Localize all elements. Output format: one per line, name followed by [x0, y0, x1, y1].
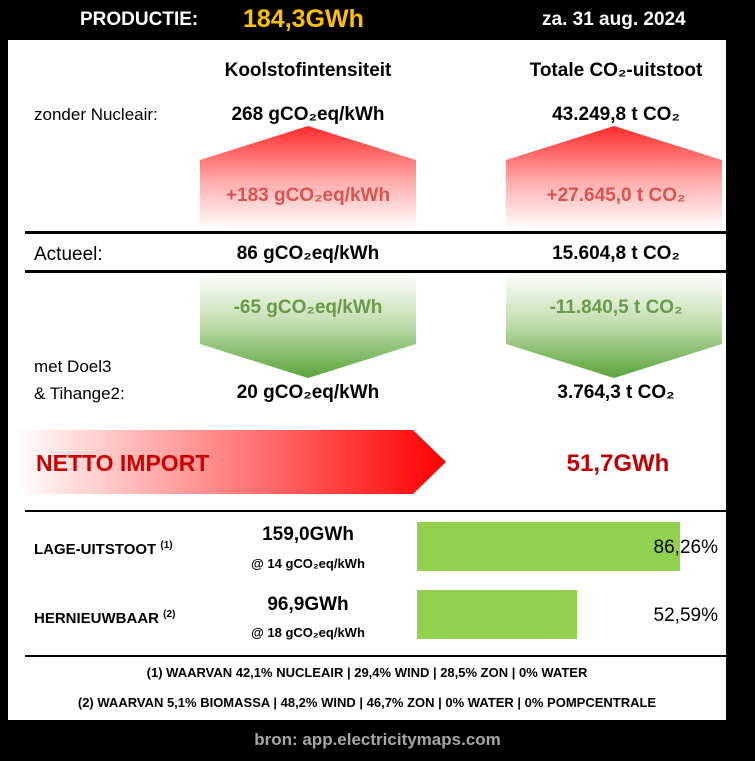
netto-import-label: NETTO IMPORT [36, 450, 210, 476]
green-down-arrow-emission [506, 272, 722, 378]
production-label: PRODUCTIE: [80, 9, 199, 30]
decrease-emission: -11.840,5 t CO₂ [549, 297, 683, 318]
increase-emission: +27.645,0 t CO₂ [546, 185, 686, 206]
divider-categories [25, 510, 726, 512]
divider-middle [25, 270, 726, 273]
netto-import-value: 51,7GWh [566, 450, 670, 477]
renewable-bar [417, 590, 577, 639]
low-emission-gwh: 159,0GWh [262, 524, 354, 545]
renewable-percent: 52,59% [653, 605, 718, 626]
decrease-intensity: -65 gCO₂eq/kWh [233, 297, 383, 318]
source-label: bron: app.electricitymaps.com [254, 730, 501, 749]
actual-emission: 15.604,8 t CO₂ [552, 243, 680, 264]
green-down-arrow-intensity [200, 272, 416, 378]
divider-top [25, 231, 726, 234]
actual-intensity: 86 gCO₂eq/kWh [236, 243, 380, 264]
renewable-intensity: @ 18 gCO₂eq/kWh [251, 625, 365, 640]
with-doel-intensity: 20 gCO₂eq/kWh [236, 382, 380, 403]
with-doel-label-line2: & Tihange2: [34, 384, 125, 403]
red-up-arrow-emission [506, 126, 722, 230]
with-doel-label-line1: met Doel3 [34, 357, 112, 376]
renewable-note-ref: (2) [163, 609, 176, 620]
without-nuclear-emission: 43.249,8 t CO₂ [552, 104, 680, 125]
renewable-label: HERNIEUWBAAR (2) [34, 609, 176, 627]
emission-column-title: Totale CO₂-uitstoot [529, 60, 703, 81]
without-nuclear-label: zonder Nucleair: [34, 105, 158, 124]
footnote-1: (1) WAARVAN 42,1% NUCLEAIR | 29,4% WIND … [146, 665, 588, 680]
low-emission-percent: 86,26% [653, 537, 718, 558]
production-value: 184,3GWh [243, 5, 364, 33]
low-emission-label: LAGE-UITSTOOT (1) [34, 540, 173, 558]
renewable-gwh: 96,9GWh [267, 594, 349, 615]
date-label: za. 31 aug. 2024 [542, 9, 686, 30]
red-up-arrow-intensity [200, 126, 416, 230]
low-emission-bar [417, 522, 680, 571]
footnote-2: (2) WAARVAN 5,1% BIOMASSA | 48,2% WIND |… [77, 695, 657, 710]
divider-notes [25, 655, 726, 657]
intensity-column-title: Koolstofintensiteit [224, 60, 392, 81]
actual-label: Actueel: [34, 244, 103, 265]
low-emission-intensity: @ 14 gCO₂eq/kWh [251, 556, 365, 571]
header-bar [0, 0, 755, 40]
increase-intensity: +183 gCO₂eq/kWh [225, 185, 391, 206]
without-nuclear-intensity: 268 gCO₂eq/kWh [231, 104, 385, 125]
low-emission-note-ref: (1) [160, 540, 173, 551]
netto-import-arrow [15, 430, 446, 494]
with-doel-emission: 3.764,3 t CO₂ [557, 382, 675, 403]
